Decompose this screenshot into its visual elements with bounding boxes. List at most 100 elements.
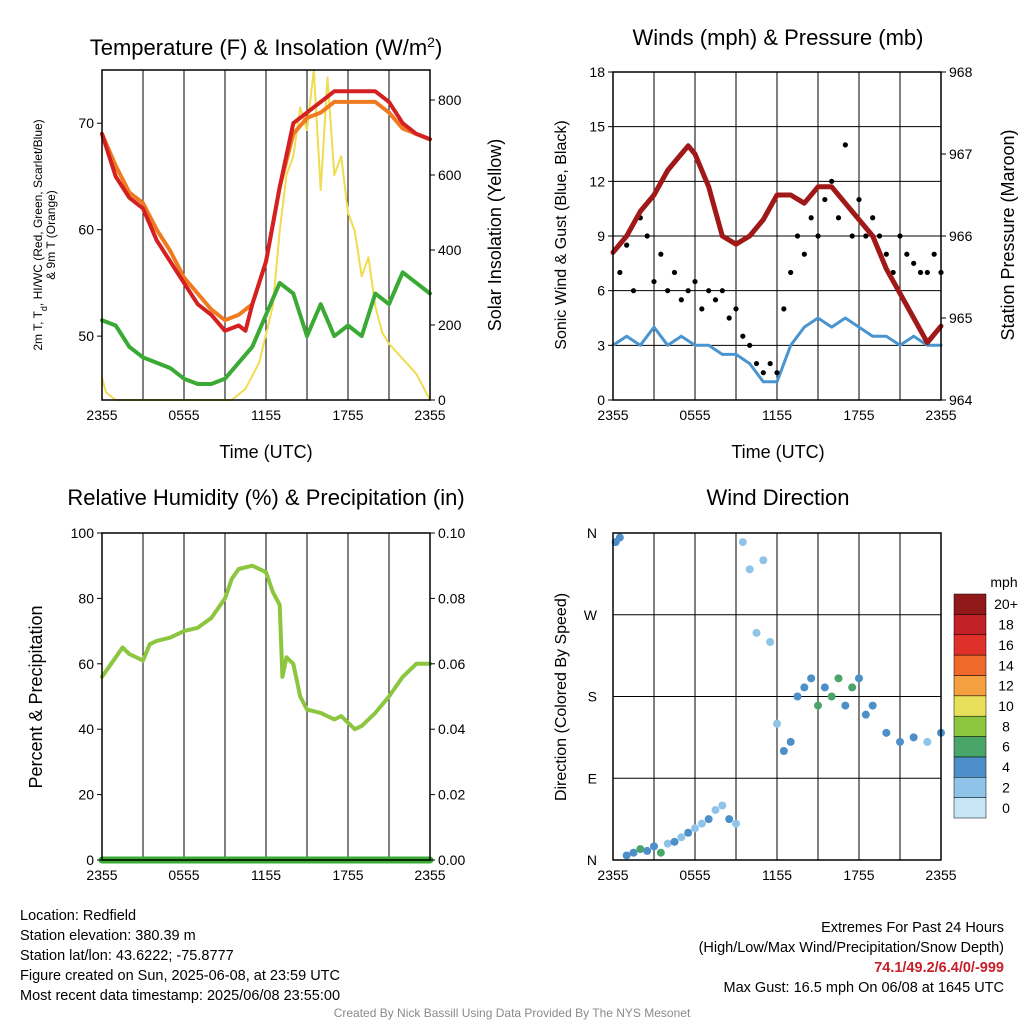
direction-point <box>718 801 727 810</box>
dewpoint-line <box>100 270 432 386</box>
rh-panel: 2355 0555 1155 1755 23550204060801000.000.02… <box>26 485 465 883</box>
gust-point <box>740 333 746 339</box>
temperature-left-ytick-label: 60 <box>78 222 94 238</box>
gust-point <box>835 215 842 221</box>
direction-point <box>684 828 693 837</box>
direction-point <box>752 628 761 637</box>
direction-point <box>855 674 863 683</box>
extremes-fields: (High/Low/Max Wind/Precipitation/Snow De… <box>698 940 1004 956</box>
gust-point <box>767 360 773 367</box>
rh-frame <box>101 532 431 861</box>
wind-left-ytick-label: 0 <box>597 392 605 408</box>
rh-xtick-label: 1155 <box>251 867 281 883</box>
gust-point <box>692 278 698 285</box>
wind-left-ytick-label: 12 <box>589 173 605 189</box>
gust-point <box>904 251 910 257</box>
wind-xlabel: Time (UTC) <box>731 442 824 462</box>
temperature-right-ytick-label: 200 <box>438 317 462 333</box>
direction-ytick-label: N <box>587 852 597 868</box>
gust-point <box>788 269 794 276</box>
colorbar-swatch <box>953 736 987 758</box>
colorbar-label: 8 <box>1002 718 1010 734</box>
wind-xtick-label: 2355 <box>597 407 628 423</box>
temperature-title-sup: 2 <box>427 34 435 50</box>
temperature-right-ytick-label: 400 <box>438 242 462 258</box>
direction-point <box>861 710 870 719</box>
gust-point <box>760 370 766 376</box>
rh-xtick-label: 0555 <box>168 867 199 883</box>
rh-right-ytick-label: 0.04 <box>438 721 465 737</box>
temperature-xlabel: Time (UTC) <box>219 442 312 462</box>
rh-xtick-label: 1755 <box>332 867 363 883</box>
wind-xtick-label: 1155 <box>762 407 792 423</box>
gust-point <box>883 251 889 257</box>
speed-colorbar: mph 20+ 18 16 14 12 10 8 6 4 2 0 <box>953 574 1018 819</box>
colorbar-label: 16 <box>998 637 1014 653</box>
credit-text: Created By Nick Bassill Using Data Provi… <box>333 1006 691 1020</box>
direction-point <box>773 719 781 728</box>
wind-title: Winds (mph) & Pressure (mb) <box>633 25 924 50</box>
direction-xtick-label: 0555 <box>679 867 710 883</box>
gust-point <box>719 288 725 294</box>
gust-point <box>706 288 712 294</box>
temperature-right-ytick-label: 800 <box>438 92 462 108</box>
direction-ytick-label: S <box>588 689 597 705</box>
gust-point <box>917 269 924 276</box>
direction-point <box>882 728 891 737</box>
gust-point <box>829 178 835 184</box>
rh-xtick-label: 2355 <box>414 867 445 883</box>
wind-xtick-label: 1755 <box>843 407 874 423</box>
wind-axis-label: Sonic Wind & Gust (Blue, Black) <box>553 120 570 349</box>
colorbar-swatch <box>953 634 987 656</box>
gust-point <box>630 288 637 294</box>
sonic-wind-line <box>611 316 943 384</box>
gust-point <box>658 251 664 257</box>
temperature-axis-label-part: 2m T, T <box>31 310 45 350</box>
gust-point <box>651 278 657 285</box>
created-text: Figure created on Sun, 2025-06-08, at 23… <box>20 968 340 984</box>
direction-point <box>738 538 747 547</box>
direction-point <box>814 701 822 710</box>
rh-left-ytick-label: 80 <box>78 590 94 606</box>
gust-point <box>808 215 814 221</box>
direction-point <box>745 565 754 574</box>
station-info: Location: Redfield Station elevation: 38… <box>20 906 340 1006</box>
gust-point <box>712 297 719 303</box>
gust-point <box>781 306 787 312</box>
temperature-left-ytick-label: 70 <box>78 115 94 131</box>
colorbar-title: mph <box>990 574 1017 590</box>
direction-point <box>622 851 631 860</box>
direction-point <box>923 737 932 746</box>
elevation-text: Station elevation: 380.39 m <box>20 928 196 944</box>
colorbar-swatch <box>953 675 987 697</box>
gust-point <box>842 142 848 148</box>
rh-axis-label: Percent & Precipitation <box>26 605 46 788</box>
direction-point <box>677 833 686 842</box>
gust-point <box>924 269 930 276</box>
gust-point <box>671 269 678 276</box>
temperature-xtick-label: 2355 <box>86 407 117 423</box>
colorbar-label: 2 <box>1002 779 1010 795</box>
direction-xtick-label: 1155 <box>762 867 792 883</box>
pressure-line <box>610 143 944 346</box>
temperature-xtick-label: 0555 <box>168 407 199 423</box>
temperature-xtick-label: 1755 <box>332 407 363 423</box>
colorbar-swatch <box>953 756 987 778</box>
temperature-xtick-label: 1155 <box>251 407 281 423</box>
colorbar-swatch <box>953 715 987 737</box>
direction-point <box>793 692 802 701</box>
direction-point <box>725 815 734 824</box>
recent-data-text: Most recent data timestamp: 2025/06/08 2… <box>20 988 341 1004</box>
direction-ytick-label: W <box>584 607 598 623</box>
direction-point <box>670 837 679 846</box>
direction-point <box>834 674 843 683</box>
gust-point <box>726 315 732 321</box>
direction-point <box>827 692 836 701</box>
gust-point <box>931 251 937 257</box>
wind-right-ytick-label: 965 <box>949 310 973 326</box>
direction-frame <box>612 532 942 861</box>
gust-point <box>774 370 780 376</box>
colorbar-label: 0 <box>1002 800 1010 816</box>
temperature-frame <box>101 69 431 401</box>
